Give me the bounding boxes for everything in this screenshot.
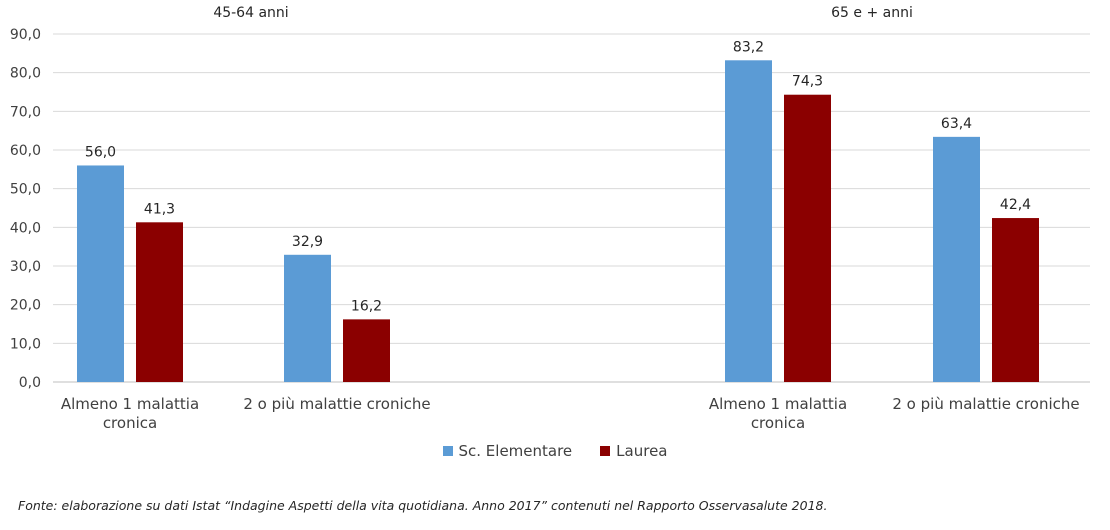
bar-laurea <box>343 319 390 382</box>
y-tick-label: 90,0 <box>10 27 41 43</box>
bar-laurea <box>992 218 1039 382</box>
y-tick-label: 0,0 <box>19 375 41 391</box>
data-label: 41,3 <box>144 201 175 217</box>
y-tick-label: 70,0 <box>10 104 41 120</box>
y-tick-label: 40,0 <box>10 220 41 236</box>
data-label: 42,4 <box>1000 197 1031 213</box>
data-label: 74,3 <box>792 74 823 90</box>
chart-plot: 0,0 10,0 20,0 30,0 40,0 50,0 60,0 70,0 80,0 90,0 4… <box>10 5 1090 432</box>
legend-swatch-sc-elementare <box>442 446 453 456</box>
legend-swatch-laurea <box>600 446 611 456</box>
y-tick-label: 60,0 <box>10 143 41 159</box>
bar-sc-elementare <box>77 165 124 382</box>
bar-laurea <box>136 222 183 382</box>
group-title: 45-64 anni <box>213 5 288 21</box>
bar-laurea <box>784 94 831 382</box>
x-category-label: 2 o più malattie croniche <box>243 395 430 413</box>
x-category-label: 2 o più malattie croniche <box>892 395 1079 413</box>
data-label: 56,0 <box>85 144 116 160</box>
source-note: Fonte: elaborazione su dati Istat “Indag… <box>18 498 828 513</box>
data-label: 83,2 <box>733 39 764 55</box>
data-label: 63,4 <box>941 116 972 132</box>
x-category-label: Almeno 1 malattia <box>709 395 847 413</box>
legend-item-laurea: Laurea <box>600 442 668 460</box>
x-category-label: cronica <box>751 414 805 432</box>
data-label: 32,9 <box>292 234 323 250</box>
group-title: 65 e + anni <box>831 5 913 21</box>
legend-label-laurea: Laurea <box>616 442 668 460</box>
y-tick-label: 50,0 <box>10 182 41 198</box>
bar-sc-elementare <box>284 254 331 382</box>
y-tick-label: 20,0 <box>10 298 41 314</box>
legend-label-sc-elementare: Sc. Elementare <box>458 442 573 460</box>
legend: Sc. Elementare Laurea <box>0 442 1110 460</box>
x-category-label: Almeno 1 malattia <box>61 395 199 413</box>
y-tick-label: 30,0 <box>10 259 41 275</box>
data-label: 16,2 <box>351 298 382 314</box>
legend-item-sc-elementare: Sc. Elementare <box>442 442 573 460</box>
y-tick-label: 10,0 <box>10 336 41 352</box>
bar-sc-elementare <box>725 60 772 382</box>
y-tick-label: 80,0 <box>10 66 41 82</box>
x-category-label: cronica <box>103 414 157 432</box>
bar-sc-elementare <box>933 136 980 382</box>
